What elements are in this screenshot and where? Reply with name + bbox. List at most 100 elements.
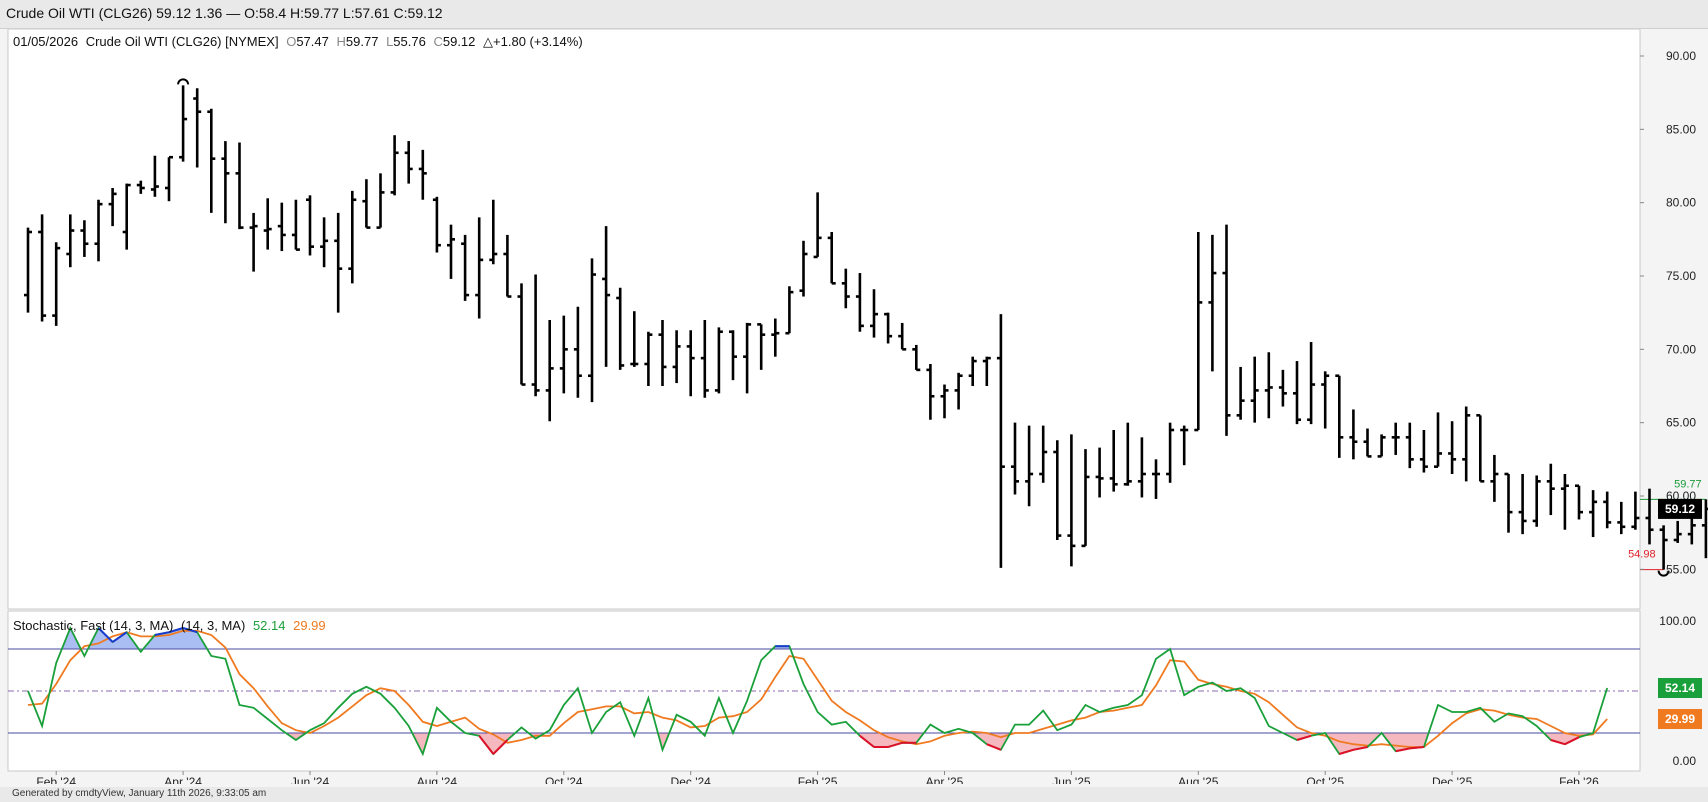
ohlc-bar: [489, 199, 498, 265]
ohlc-bar: [855, 273, 864, 332]
ohlc-bar: [771, 318, 780, 357]
ohlc-bar: [1659, 525, 1668, 570]
stochastic-oversold-segment: [1353, 746, 1368, 751]
stochastic-oversold-segment: [887, 741, 903, 748]
ohlc-bar: [108, 188, 117, 227]
stochastic-overbought-segment: [182, 627, 198, 634]
ohlc-bar: [1123, 422, 1132, 486]
stochastic-k-tag-label: 52.14: [1665, 681, 1695, 695]
legend-high: 59.77: [346, 34, 379, 49]
last-price-label: 59.12: [1665, 502, 1695, 516]
ohlc-bar: [968, 356, 977, 386]
ohlc-bar: [461, 234, 470, 301]
price-tick-label: 65.00: [1666, 416, 1696, 430]
ohlc-bar: [1575, 484, 1583, 520]
footer-text: Generated by cmdtyView, January 11th 202…: [12, 788, 267, 799]
ohlc-bar: [672, 330, 681, 384]
ohlc-bar: [743, 322, 752, 394]
ohlc-bar: [1504, 472, 1513, 533]
legend-high-label: H: [337, 34, 346, 49]
legend-close: 59.12: [443, 34, 476, 49]
ohlc-bar: [573, 306, 582, 398]
stochastic-oversold-segment: [492, 739, 509, 755]
ohlc-bar: [1419, 430, 1428, 473]
price-chart-svg: 59.77 54.98 90.00 85.00 80.00 75.00 70.00 65.0…: [7, 28, 1708, 789]
ohlc-bar: [503, 234, 512, 298]
stochastic-title: Stochastic, Fast (14, 3, MA): [13, 618, 173, 633]
ohlc-bar: [1631, 491, 1640, 530]
x-tick-label: Apr '24: [164, 775, 202, 784]
legend-date: 01/05/2026: [13, 34, 78, 49]
ohlc-bar: [207, 108, 216, 213]
price-panel: [7, 28, 1641, 610]
ohlc-bar: [249, 212, 258, 272]
ohlc-bar: [122, 183, 131, 250]
swing-high-marker: [177, 78, 190, 85]
ohlc-bar: [277, 202, 286, 252]
oversold-fill: [657, 733, 670, 750]
ohlc-bar: [1405, 422, 1414, 469]
stochastic-oversold-segment: [859, 735, 875, 748]
ohlc-bar: [475, 217, 484, 319]
ohlc-bar: [686, 330, 695, 397]
ohlc-bar: [52, 242, 61, 326]
stochastic-d-line: [27, 629, 1608, 748]
ohlc-bar: [1448, 421, 1457, 474]
ohlc-bar: [1701, 499, 1708, 559]
ohlc-bar: [1180, 425, 1189, 466]
stochastic-oversold-segment: [1564, 736, 1580, 746]
ohlc-bar: [1208, 234, 1217, 372]
price-tick-label: 80.00: [1666, 196, 1696, 210]
window-titlebar: Crude Oil WTI (CLG26) 59.12 1.36 — O:58.…: [0, 0, 1708, 29]
ohlc-bar: [1278, 369, 1287, 407]
ohlc-bar: [1363, 428, 1372, 458]
stochastic-oversold-segment: [1339, 748, 1354, 755]
legend-open-label: O: [286, 34, 296, 49]
ohlc-bar: [954, 372, 963, 410]
ohlc-bar: [1152, 459, 1160, 499]
x-tick-label: Feb '25: [798, 775, 838, 784]
stochastic-oversold-segment: [1395, 747, 1410, 753]
ohlc-bar: [235, 142, 244, 230]
ohlc-bar: [306, 195, 314, 256]
recent-high-label: 59.77: [1674, 478, 1702, 490]
price-tick-label: 55.00: [1666, 562, 1696, 576]
x-tick-label: Oct '25: [1306, 775, 1344, 784]
stochastic-lines: [27, 625, 1609, 757]
legend-change: △+1.80 (+3.14%): [483, 34, 583, 49]
ohlc-bar: [80, 220, 89, 257]
reference-lines: 59.77 54.98: [8, 478, 1706, 734]
ohlc-bar: [559, 315, 568, 394]
ohlc-bar: [644, 331, 653, 386]
stochastic-d-tag-label: 29.99: [1665, 712, 1695, 726]
chart-area[interactable]: 59.77 54.98 90.00 85.00 80.00 75.00 70.00 65.0…: [0, 28, 1708, 789]
stochastic-oversold-segment: [478, 735, 495, 755]
ohlc-bar: [841, 268, 850, 309]
ohlc-bar: [334, 212, 343, 313]
ohlc-bar: [1673, 520, 1682, 543]
x-tick-label: Feb '24: [36, 775, 76, 784]
stochastic-k-tag: [1658, 678, 1702, 699]
stochastic-oversold-segment: [986, 743, 1002, 751]
x-tick-label: Dec '24: [671, 775, 712, 784]
oversold-fill: [857, 733, 924, 747]
stochastic-oversold-segment: [1296, 734, 1312, 741]
ohlc-bar: [193, 88, 202, 168]
stochastic-overbought-segment: [154, 631, 170, 636]
legend-close-label: C: [433, 34, 442, 49]
ohlc-bar: [531, 274, 540, 397]
ohlc-bar: [630, 311, 639, 367]
legend-open: 57.47: [296, 34, 329, 49]
x-tick-label: Jun '24: [291, 775, 330, 784]
ohlc-bar: [1095, 447, 1104, 498]
ohlc-bar: [24, 227, 32, 313]
ohlc-bar: [376, 173, 385, 229]
ohlc-bar: [898, 322, 907, 351]
ohlc-bar: [729, 330, 737, 381]
ohlc-bar: [432, 196, 441, 253]
ohlc-bar: [588, 258, 596, 403]
legend-low-label: L: [386, 34, 393, 49]
x-tick-label: Aug '25: [1178, 775, 1219, 784]
x-tick-label: Apr '25: [926, 775, 964, 784]
oversold-fill: [465, 733, 516, 754]
